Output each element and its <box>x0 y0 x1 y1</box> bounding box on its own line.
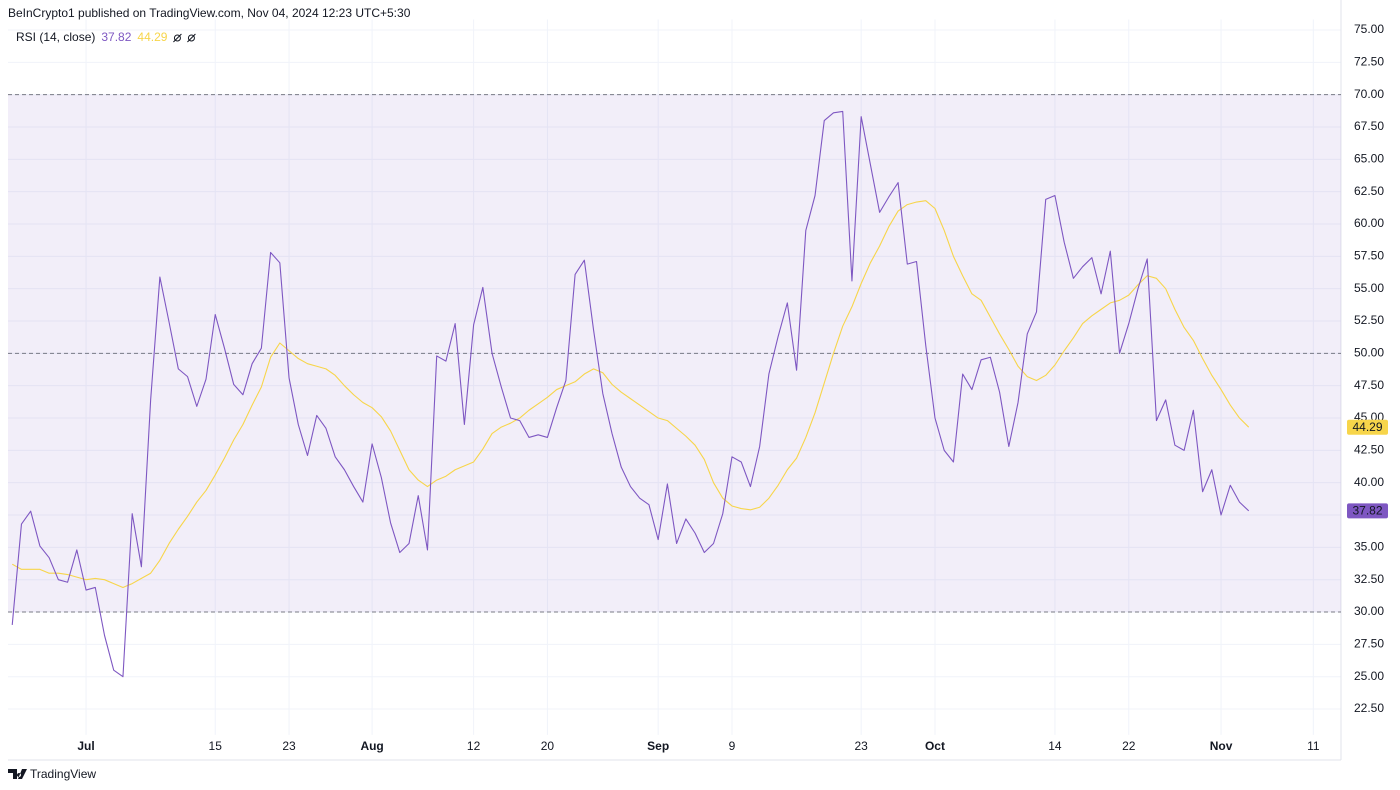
logo <box>8 769 27 779</box>
value-badge-label: 44.29 <box>1352 420 1382 434</box>
indicator-name: RSI (14, close) <box>16 30 95 44</box>
x-tick-label: 23 <box>854 739 868 753</box>
y-tick-label: 40.00 <box>1354 475 1384 489</box>
y-tick-label: 70.00 <box>1354 87 1384 101</box>
x-tick-label: 22 <box>1122 739 1136 753</box>
x-tick-label: 15 <box>209 739 223 753</box>
y-tick-label: 25.00 <box>1354 669 1384 683</box>
legend: RSI (14, close) 37.82 44.29 <box>16 30 196 44</box>
y-tick-label: 47.50 <box>1354 378 1384 392</box>
y-tick-label: 62.50 <box>1354 184 1384 198</box>
x-tick-label: Nov <box>1210 739 1233 753</box>
x-tick-label: Sep <box>647 739 669 753</box>
legend-value: 44.29 <box>137 30 167 44</box>
y-tick-label: 55.00 <box>1354 281 1384 295</box>
y-tick-label: 42.50 <box>1354 443 1384 457</box>
x-tick-label: 14 <box>1048 739 1062 753</box>
y-tick-label: 50.00 <box>1354 346 1384 360</box>
y-tick-label: 32.50 <box>1354 572 1384 586</box>
x-tick-label: 11 <box>1307 739 1320 753</box>
value-badge <box>1347 503 1388 519</box>
plot-area: Jul 15 23 Aug 12 20 Sep 9 23 Oct 14 22 Nov 11 22.50 25.… <box>8 0 1388 761</box>
x-tick-label: 9 <box>729 739 736 753</box>
x-tick-label: Jul <box>77 739 94 753</box>
x-tick-label: 12 <box>467 739 481 753</box>
legend-icon <box>187 33 196 43</box>
y-tick-label: 72.50 <box>1354 55 1384 69</box>
legend-value: 37.82 <box>101 30 131 44</box>
y-tick-label: 27.50 <box>1354 637 1384 651</box>
y-tick-label: 67.50 <box>1354 119 1384 133</box>
legend-icons <box>173 33 196 43</box>
footer-text: TradingView <box>30 767 96 781</box>
legend-icon <box>173 33 182 43</box>
y-tick-label: 35.00 <box>1354 540 1384 554</box>
x-tick-label: 20 <box>541 739 555 753</box>
footer: TradingView <box>8 767 96 781</box>
legend-icon <box>187 34 195 42</box>
y-tick-label: 22.50 <box>1354 701 1384 715</box>
y-tick-label: 57.50 <box>1354 249 1384 263</box>
chart-title: BeInCrypto1 published on TradingView.com… <box>8 6 411 20</box>
series-line <box>11 200 1250 588</box>
series-line <box>11 110 1250 678</box>
y-tick-label: 65.00 <box>1354 152 1384 166</box>
x-tick-label: 23 <box>282 739 296 753</box>
y-tick-label: 75.00 <box>1354 22 1384 36</box>
x-tick-label: Aug <box>360 739 383 753</box>
x-tick-label: Oct <box>925 739 945 753</box>
y-tick-label: 52.50 <box>1354 313 1384 327</box>
value-badge-label: 37.82 <box>1352 504 1382 518</box>
legend-icon <box>173 34 181 42</box>
y-tick-label: 30.00 <box>1354 604 1384 618</box>
value-badge <box>1347 419 1388 435</box>
y-tick-label: 60.00 <box>1354 216 1384 230</box>
